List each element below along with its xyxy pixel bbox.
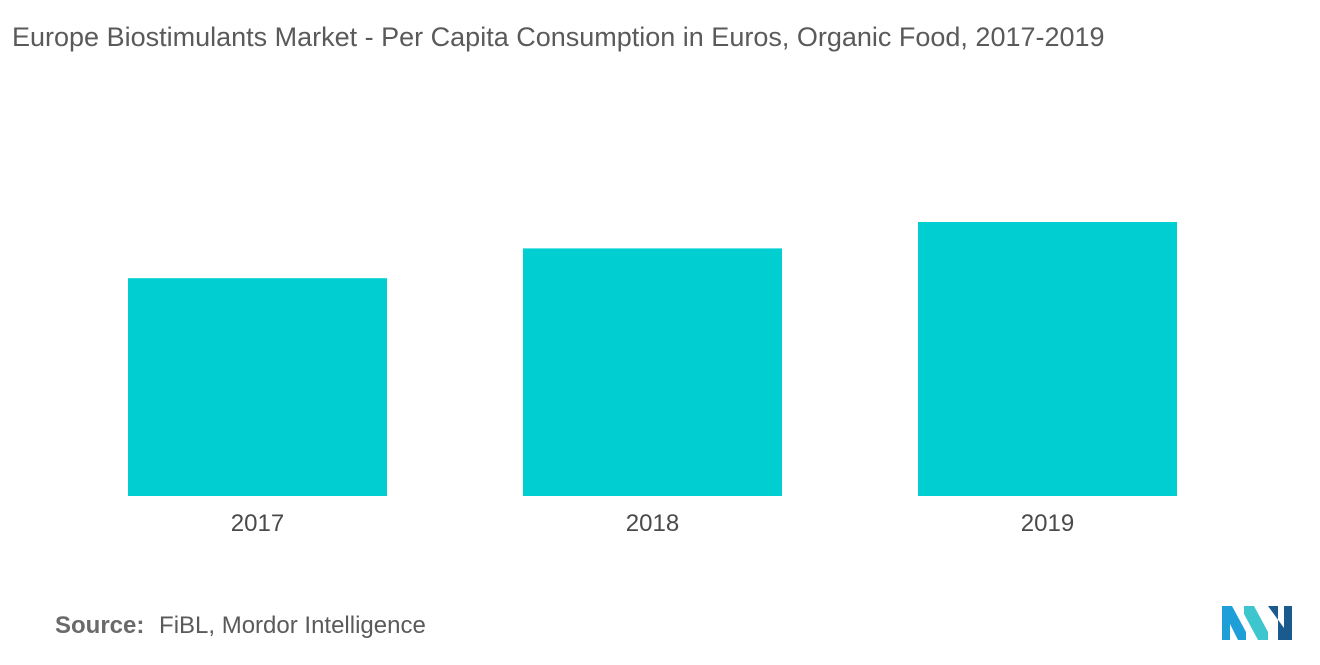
bar-2019 (918, 222, 1177, 496)
mordor-intelligence-logo-icon (1222, 606, 1292, 640)
source-label: Source: (55, 612, 145, 639)
x-tick-label: 2018 (626, 510, 679, 537)
x-tick-label: 2019 (1021, 510, 1074, 537)
source-value: FiBL, Mordor Intelligence (159, 612, 426, 639)
logo-shape-middle (1244, 606, 1268, 640)
bar-2018 (523, 248, 782, 496)
source-note: Source: FiBL, Mordor Intelligence (55, 612, 426, 640)
chart-title: Europe Biostimulants Market - Per Capita… (12, 22, 1105, 52)
x-tick-label: 2017 (231, 510, 284, 537)
logo-shape-right (1268, 606, 1292, 640)
logo-shape-left (1222, 606, 1246, 640)
bar-2017 (128, 278, 387, 496)
bars-layer (128, 222, 1177, 496)
x-axis-tick-labels: 2017 2018 2019 (231, 510, 1074, 537)
